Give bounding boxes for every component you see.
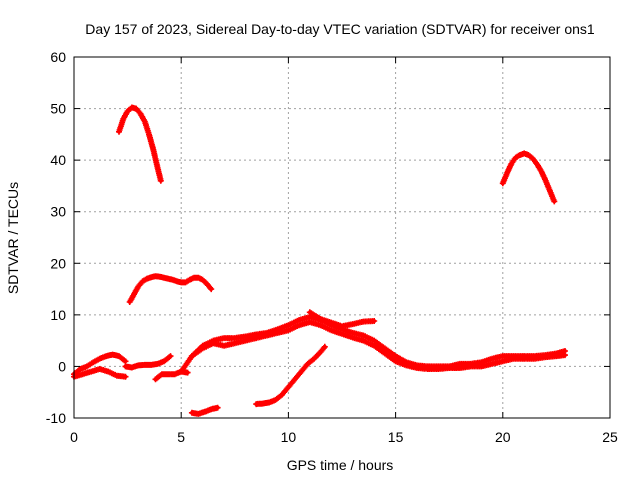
plot-frame (73, 56, 611, 419)
y-axis-label: SDTVAR / TECUs (5, 182, 21, 294)
x-tick-label: 5 (177, 429, 185, 445)
series-arc-high-early (116, 104, 164, 184)
tick-marks (73, 56, 611, 419)
x-tick-label: 0 (70, 429, 78, 445)
y-tick-label: 0 (58, 358, 66, 374)
x-tick-label: 20 (495, 429, 511, 445)
series-markers (116, 104, 164, 184)
series-band-mid-upper (306, 309, 378, 330)
data-series (71, 104, 568, 417)
series-arc-high-late (499, 150, 558, 205)
series-arc-mid (126, 273, 215, 305)
y-tick-label: 10 (50, 307, 66, 323)
y-tick-label: -10 (46, 410, 66, 426)
grid-lines (74, 57, 610, 418)
series-arc-low-b (188, 404, 221, 417)
series-band-main-b (188, 319, 568, 372)
x-tick-label: 25 (602, 429, 618, 445)
x-axis-label: GPS time / hours (287, 457, 394, 473)
x-tick-label: 15 (388, 429, 404, 445)
series-markers (188, 319, 568, 372)
series-band-left-a (71, 351, 129, 378)
series-markers (499, 150, 558, 205)
y-tick-label: 30 (50, 204, 66, 220)
series-band-early-flat (122, 353, 174, 371)
series-markers (188, 404, 221, 417)
y-tick-label: 20 (50, 255, 66, 271)
series-markers (122, 353, 174, 371)
chart-title: Day 157 of 2023, Sidereal Day-to-day VTE… (85, 21, 595, 37)
series-markers (126, 273, 215, 305)
series-arc-low-a (253, 343, 328, 408)
y-tick-label: 40 (50, 152, 66, 168)
x-tick-label: 10 (281, 429, 297, 445)
series-markers (253, 343, 328, 408)
series-markers (306, 309, 378, 330)
y-tick-label: 50 (50, 101, 66, 117)
y-tick-label: 60 (50, 49, 66, 65)
